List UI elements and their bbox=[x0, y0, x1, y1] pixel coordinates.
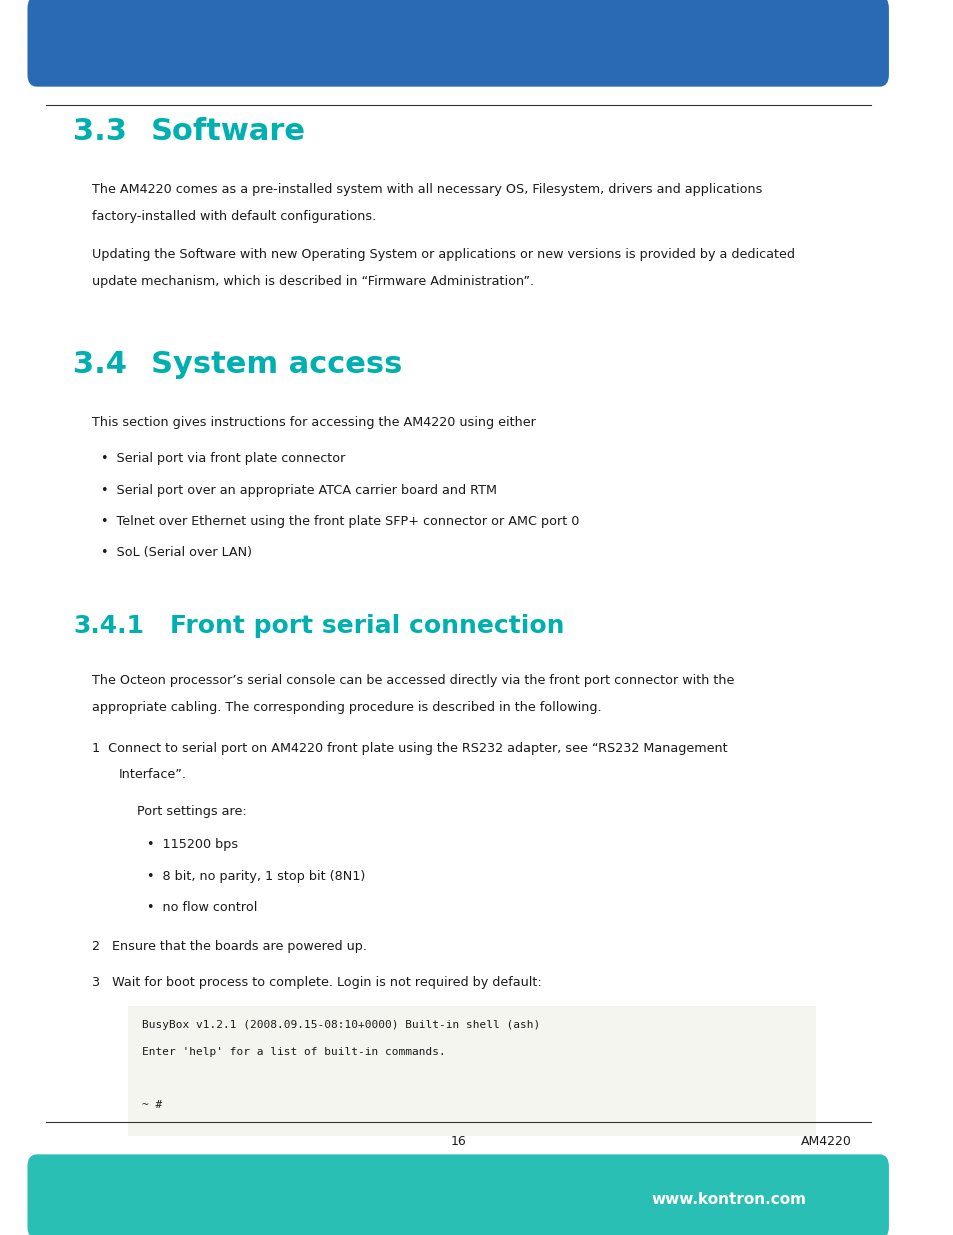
Text: 3.4: 3.4 bbox=[73, 350, 127, 379]
Text: 16: 16 bbox=[450, 1135, 466, 1147]
Text: This section gives instructions for accessing the AM4220 using either: This section gives instructions for acce… bbox=[91, 416, 535, 429]
Text: www.kontron.com: www.kontron.com bbox=[651, 1192, 805, 1207]
Text: Front port serial connection: Front port serial connection bbox=[170, 614, 563, 638]
Text: •  115200 bps: • 115200 bps bbox=[147, 839, 237, 851]
Text: Port settings are:: Port settings are: bbox=[137, 804, 247, 818]
Text: ~ #: ~ # bbox=[142, 1100, 162, 1110]
Text: AM4220: AM4220 bbox=[801, 1135, 851, 1147]
Text: The AM4220 comes as a pre-installed system with all necessary OS, Filesystem, dr: The AM4220 comes as a pre-installed syst… bbox=[91, 183, 761, 196]
Text: •  Telnet over Ethernet using the front plate SFP+ connector or AMC port 0: • Telnet over Ethernet using the front p… bbox=[101, 515, 578, 527]
Text: •  Serial port via front plate connector: • Serial port via front plate connector bbox=[101, 452, 345, 466]
Text: 1  Connect to serial port on AM4220 front plate using the RS232 adapter, see “RS: 1 Connect to serial port on AM4220 front… bbox=[91, 742, 726, 755]
Text: Updating the Software with new Operating System or applications or new versions : Updating the Software with new Operating… bbox=[91, 248, 794, 262]
Text: update mechanism, which is described in “Firmware Administration”.: update mechanism, which is described in … bbox=[91, 275, 534, 288]
Text: System access: System access bbox=[151, 350, 402, 379]
Text: •  no flow control: • no flow control bbox=[147, 902, 256, 914]
Text: The Octeon processor’s serial console can be accessed directly via the front por: The Octeon processor’s serial console ca… bbox=[91, 674, 733, 687]
Text: Software: Software bbox=[151, 117, 306, 146]
Text: appropriate cabling. The corresponding procedure is described in the following.: appropriate cabling. The corresponding p… bbox=[91, 700, 600, 714]
Text: •  8 bit, no parity, 1 stop bit (8N1): • 8 bit, no parity, 1 stop bit (8N1) bbox=[147, 869, 364, 883]
FancyBboxPatch shape bbox=[28, 1155, 888, 1235]
Text: 2   Ensure that the boards are powered up.: 2 Ensure that the boards are powered up. bbox=[91, 940, 366, 952]
Text: Enter 'help' for a list of built-in commands.: Enter 'help' for a list of built-in comm… bbox=[142, 1047, 445, 1057]
Text: 3.4.1: 3.4.1 bbox=[73, 614, 144, 638]
Text: Interface”.: Interface”. bbox=[119, 768, 187, 782]
FancyBboxPatch shape bbox=[128, 1007, 815, 1136]
FancyBboxPatch shape bbox=[28, 0, 888, 86]
Text: •  Serial port over an appropriate ATCA carrier board and RTM: • Serial port over an appropriate ATCA c… bbox=[101, 484, 497, 496]
Text: 3   Wait for boot process to complete. Login is not required by default:: 3 Wait for boot process to complete. Log… bbox=[91, 976, 540, 989]
Text: factory-installed with default configurations.: factory-installed with default configura… bbox=[91, 210, 375, 222]
Text: BusyBox v1.2.1 (2008.09.15-08:10+0000) Built-in shell (ash): BusyBox v1.2.1 (2008.09.15-08:10+0000) B… bbox=[142, 1020, 539, 1030]
Text: 3.3: 3.3 bbox=[73, 117, 127, 146]
Text: •  SoL (Serial over LAN): • SoL (Serial over LAN) bbox=[101, 546, 252, 559]
